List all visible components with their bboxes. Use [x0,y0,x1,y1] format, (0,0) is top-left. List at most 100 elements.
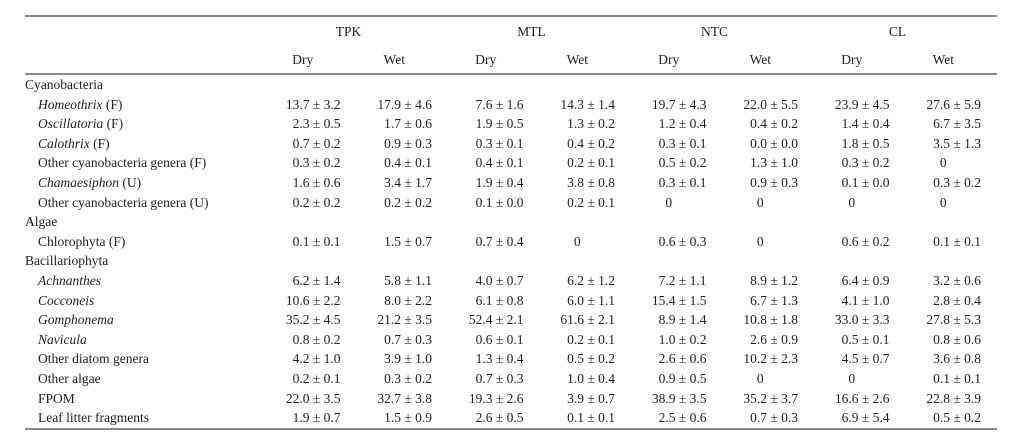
value-cell [540,74,632,95]
value-cell: 38.9 ± 3.5 [651,390,707,406]
value-cell: 1.3 ± 1.0 [750,155,799,171]
value-cell [906,212,998,232]
value-cell: 1.7 ± 0.6 [384,116,433,132]
section-label: Algae [25,214,58,230]
row-label: Calothrix (F) [38,135,110,151]
column-group-tpk: TPK [335,24,362,39]
value-cell [448,212,540,232]
col-header-mtl-dry: Dry [448,47,540,75]
value-cell: 52.4 ± 2.1 [468,312,524,328]
value-cell: 0.7 ± 0.3 [750,410,799,426]
value-cell: 0 [756,194,764,210]
value-cell: 23.9 ± 4.5 [834,96,890,112]
column-group-ntc: NTC [701,24,729,39]
value-cell: 8.0 ± 2.2 [384,292,433,308]
value-cell: 4.5 ± 0.7 [841,351,890,367]
value-cell: 0 [756,370,764,386]
value-cell: 7.2 ± 1.1 [658,272,707,288]
value-cell: 2.6 ± 0.6 [658,351,707,367]
value-cell: 0.1 ± 0.1 [933,233,982,249]
value-cell: 22.0 ± 3.5 [285,390,341,406]
value-cell: 3.9 ± 0.7 [567,390,616,406]
value-cell: 19.7 ± 4.3 [651,96,707,112]
value-cell: 0.9 ± 0.3 [750,174,799,190]
value-cell: 10.2 ± 2.3 [743,351,799,367]
table-row: Leaf litter fragments 1.9 ± 0.7 1.5 ± 0.9 2… [25,408,997,429]
value-cell: 3.6 ± 0.8 [933,351,982,367]
value-cell: 19.3 ± 2.6 [468,390,524,406]
value-cell: 3.2 ± 0.6 [933,272,982,288]
empty-corner-cell [25,16,265,47]
genus-name: Cocconeis [38,292,95,308]
col-header-tpk-dry: Dry [265,47,357,75]
value-cell: 4.0 ± 0.7 [475,272,524,288]
value-cell: 2.5 ± 0.6 [658,410,707,426]
value-cell: 0.2 ± 0.1 [567,331,616,347]
value-cell [906,74,998,95]
genus-name: Navicula [38,331,87,347]
col-header-mtl-wet: Wet [539,47,632,75]
value-cell: 32.7 ± 3.8 [377,390,433,406]
table-row: Other diatom genera 4.2 ± 1.0 3.9 ± 1.0 1.3… [25,349,997,369]
value-cell: 0.5 ± 0.2 [933,410,982,426]
value-cell [814,212,906,232]
row-label: Cocconeis [25,291,265,311]
value-cell: 1.5 ± 0.7 [384,233,433,249]
value-cell: 27.6 ± 5.9 [926,96,982,112]
value-cell: 22.0 ± 5.5 [743,96,799,112]
value-cell: 1.9 ± 0.4 [475,174,524,190]
value-cell: 1.9 ± 0.7 [292,410,341,426]
column-group-mtl: MTL [517,24,546,39]
value-cell: 1.3 ± 0.4 [475,351,524,367]
value-cell: 16.6 ± 2.6 [834,390,890,406]
value-cell: 0.1 ± 0.0 [841,174,890,190]
value-cell [357,212,449,232]
value-cell: 22.8 ± 3.9 [926,390,982,406]
empty-corner-cell [25,47,265,75]
value-cell: 0 [939,194,947,210]
value-cell: 0.3 ± 0.1 [475,135,524,151]
value-cell [723,251,815,271]
value-cell: 1.2 ± 0.4 [658,116,707,132]
genus-name: Calothrix [38,135,90,151]
row-label: Other diatom genera [38,351,149,367]
value-cell [814,251,906,271]
value-cell: 8.9 ± 1.4 [658,312,707,328]
value-cell: 0 [665,194,673,210]
row-label: Other cyanobacteria genera (U) [38,194,209,210]
value-cell: 1.5 ± 0.9 [384,410,433,426]
value-cell: 6.4 ± 0.9 [841,272,890,288]
value-cell: 6.0 ± 1.1 [567,292,616,308]
row-label: Other cyanobacteria genera (F) [38,155,207,171]
value-cell: 0.2 ± 0.1 [567,155,616,171]
row-label: FPOM [38,390,75,406]
sub-header-row: Dry Wet Dry Wet Dry Wet Dry Wet [25,47,998,75]
value-cell: 6.1 ± 0.8 [475,292,524,308]
value-cell: 0.6 ± 0.2 [841,233,890,249]
row-label: Oscillatoria (F) [38,116,124,132]
genus-name: Gomphonema [38,312,114,328]
value-cell [540,251,632,271]
value-cell: 1.9 ± 0.5 [475,116,524,132]
value-cell: 0.0 ± 0.0 [750,135,799,151]
value-cell: 0.8 ± 0.6 [933,331,982,347]
value-cell: 8.9 ± 1.2 [750,272,799,288]
value-cell: 17.9 ± 4.6 [377,96,433,112]
value-cell: 0.1 ± 0.1 [933,370,982,386]
row-label: Homeothrix (F) [38,96,123,112]
row-label: Chlorophyta (F) [38,233,126,249]
value-cell: 1.0 ± 0.4 [567,370,616,386]
value-cell: 0.3 ± 0.1 [658,135,707,151]
value-cell: 6.2 ± 1.4 [292,272,341,288]
value-cell: 10.8 ± 1.8 [743,312,799,328]
value-cell: 1.0 ± 0.2 [658,331,707,347]
value-cell: 0.8 ± 0.2 [292,331,341,347]
value-cell [357,251,449,271]
row-label: Navicula [25,330,265,350]
table-row: Navicula 0.8 ± 0.2 0.7 ± 0.3 0.6 ± 0.1 0.2 ±… [25,330,997,350]
value-cell: 0.4 ± 0.1 [475,155,524,171]
section-row: Cyanobacteria [25,74,997,95]
table-row: Gomphonema 35.2 ± 4.5 21.2 ± 3.5 52.4 ± 2.1… [25,310,997,330]
value-cell: 6.2 ± 1.2 [567,272,616,288]
value-cell: 35.2 ± 4.5 [285,312,341,328]
